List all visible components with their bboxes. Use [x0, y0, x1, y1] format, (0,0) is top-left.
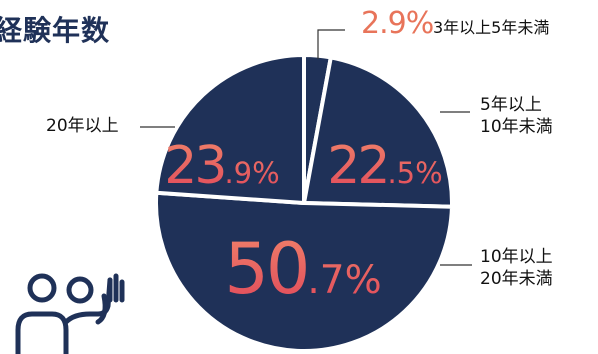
pie-slices [153, 53, 454, 353]
slice-5to10 [302, 55, 454, 209]
slice-20plus [154, 53, 306, 205]
legend-label-20plus: 20年以上 [46, 116, 119, 136]
pct-label-5to10: 22.5% [327, 136, 442, 196]
legend-label-3to5: 3年以上5年未満 [433, 18, 550, 37]
slice-pct-3to5: 2.9% [361, 6, 434, 41]
slice-10to20 [153, 190, 454, 353]
legend-label-5to10: 5年以上 10年未満 [480, 95, 553, 137]
legend-label-10to20: 10年以上 20年未満 [480, 247, 553, 289]
chart-title: 経験年数 [0, 14, 111, 47]
pct-label-20plus: 23.9% [164, 136, 279, 196]
leader-lines [140, 29, 472, 266]
percent-labels: 22.5% 50.7% 23.9% [164, 136, 442, 310]
pct-label-10to20: 50.7% [224, 228, 381, 310]
people-raising-hand-icon [15, 273, 125, 354]
